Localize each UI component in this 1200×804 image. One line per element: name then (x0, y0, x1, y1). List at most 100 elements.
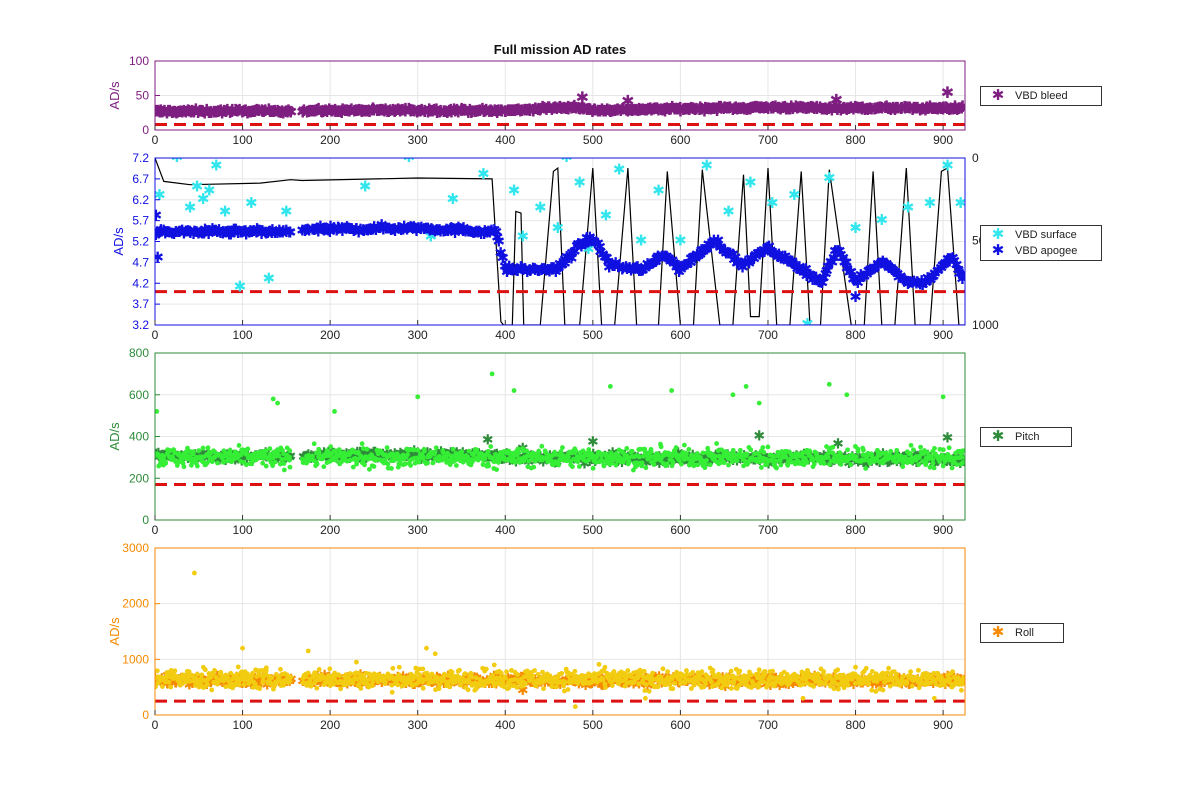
x-tick-label: 100 (233, 523, 253, 537)
data-point: ✱ (714, 238, 727, 256)
data-point (252, 681, 258, 687)
data-point (626, 459, 632, 465)
legend-item-vbd-apogee: ✱ VBD apogee (987, 243, 1095, 259)
data-point: ✱ (808, 99, 821, 118)
data-point: ✱ (956, 270, 969, 288)
data-point: ✱ (574, 235, 587, 253)
data-point (512, 458, 518, 464)
data-point (704, 457, 709, 463)
data-point (281, 461, 287, 467)
data-point: ✱ (557, 98, 570, 117)
data-point: ✱ (272, 103, 285, 122)
data-point (304, 460, 309, 466)
data-point (831, 686, 837, 692)
data-point (270, 396, 276, 402)
data-point: ✱ (888, 100, 901, 119)
data-point (263, 448, 269, 454)
data-point: ✱ (887, 99, 900, 118)
data-point (170, 454, 175, 460)
data-point: ✱ (268, 102, 281, 121)
data-point (560, 445, 565, 450)
data-point: ✱ (750, 246, 763, 264)
data-point: ✱ (921, 269, 934, 287)
data-point: ✱ (281, 103, 294, 122)
data-point: ✱ (774, 678, 786, 694)
data-point: ✱ (697, 241, 710, 259)
data-point: ✱ (758, 243, 771, 261)
data-point (573, 448, 579, 454)
data-point (466, 448, 472, 454)
data-point: ✱ (560, 99, 573, 118)
data-point: ✱ (895, 98, 908, 117)
data-point: ✱ (299, 221, 312, 239)
data-point: ✱ (919, 101, 932, 120)
data-point: ✱ (212, 102, 225, 121)
data-point (873, 689, 879, 694)
data-point (432, 451, 437, 457)
data-point: ✱ (532, 262, 545, 280)
data-point: ✱ (209, 102, 222, 121)
data-point (225, 675, 231, 680)
data-point (885, 678, 891, 683)
data-point (316, 666, 322, 672)
data-point (338, 686, 344, 692)
data-point: ✱ (444, 101, 457, 120)
data-point: ✱ (444, 220, 457, 238)
data-point: ✱ (228, 221, 241, 239)
data-point: ✱ (599, 249, 612, 267)
data-point: ✱ (198, 224, 211, 242)
data-point: ✱ (554, 255, 567, 273)
data-point: ✱ (527, 101, 540, 120)
data-point: ✱ (745, 250, 758, 268)
data-point: ✱ (284, 103, 297, 122)
data-point: ✱ (573, 99, 586, 118)
data-point (916, 667, 921, 673)
data-point: ✱ (246, 223, 259, 241)
data-point (511, 388, 517, 393)
x-tick-label: 700 (758, 523, 778, 537)
y-tick-label: 50 (136, 89, 150, 103)
data-point (359, 441, 365, 447)
data-point: ✱ (209, 222, 222, 240)
data-point: ✱ (484, 101, 497, 120)
data-point: ✱ (374, 101, 387, 120)
data-point: ✱ (737, 98, 750, 117)
data-point: ✱ (404, 100, 417, 119)
series-scatter-1 (155, 570, 965, 710)
data-point: ✱ (248, 222, 261, 240)
data-point (305, 648, 311, 654)
data-point (961, 676, 965, 682)
star-marker-icon: ✱ (991, 242, 1005, 259)
data-point (395, 682, 401, 688)
data-point: ✱ (876, 211, 889, 229)
data-point: ✱ (229, 220, 242, 238)
data-point: ✱ (670, 258, 683, 276)
data-point: ✱ (882, 258, 895, 276)
data-point: ✱ (854, 99, 867, 118)
data-point: ✱ (611, 100, 624, 119)
x-tick-label: 800 (846, 718, 866, 732)
data-point: ✱ (283, 223, 296, 241)
data-point: ✱ (232, 224, 245, 242)
data-point: ✱ (943, 253, 956, 271)
data-point: ✱ (379, 449, 391, 465)
data-point (699, 669, 705, 675)
data-point: ✱ (343, 102, 356, 121)
data-point (683, 451, 689, 457)
data-point: ✱ (415, 220, 428, 238)
data-point: ✱ (631, 258, 644, 276)
data-point (959, 687, 964, 693)
data-point: ✱ (834, 101, 847, 120)
data-point (445, 679, 451, 685)
data-point: ✱ (421, 102, 434, 121)
data-point: ✱ (307, 102, 320, 121)
data-point: ✱ (800, 267, 813, 285)
series-vbd-apogee: ✱✱✱✱✱✱✱✱✱✱✱✱✱✱✱✱✱✱✱✱✱✱✱✱✱✱✱✱✱✱✱✱✱✱✱✱✱✱✱✱… (155, 207, 969, 306)
data-point: ✱ (202, 225, 215, 243)
data-point (539, 443, 545, 449)
data-point: ✱ (875, 98, 888, 117)
data-point (852, 681, 858, 686)
data-point: ✱ (363, 221, 376, 239)
data-point: ✱ (485, 102, 498, 121)
data-point (181, 464, 187, 470)
